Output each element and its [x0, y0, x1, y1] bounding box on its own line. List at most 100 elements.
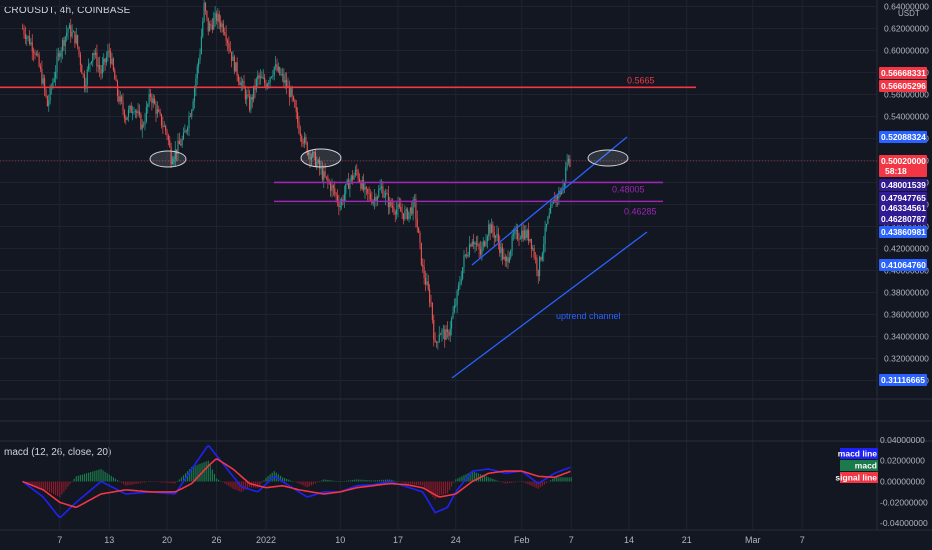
candle [181, 135, 183, 149]
macd-histogram-bar [193, 466, 195, 482]
candle [368, 186, 370, 202]
macd-histogram-bar [110, 475, 112, 482]
macd-histogram-bar [57, 481, 59, 497]
macd-histogram-bar [453, 481, 455, 483]
macd-histogram-bar [552, 478, 554, 482]
candle [262, 69, 264, 80]
candle [382, 180, 384, 199]
macd-histogram-bar [170, 481, 172, 484]
macd-histogram-bar [438, 481, 440, 496]
candle [412, 196, 414, 221]
candle [257, 70, 259, 87]
candle [156, 101, 158, 118]
macd-histogram-bar [475, 472, 477, 482]
candle [269, 76, 271, 89]
price-axis-label: 0.46334561 [879, 202, 927, 214]
candle [468, 235, 471, 258]
highlight-ellipse-3 [587, 149, 629, 167]
horizontal-level-2: 0.48005 [274, 181, 663, 194]
candle [475, 236, 477, 251]
macd-histogram-bar [88, 472, 90, 482]
macd-histogram-bar [360, 479, 362, 482]
candle [459, 275, 461, 290]
candle [57, 47, 59, 62]
macd-histogram-bar [358, 479, 360, 482]
candle [231, 51, 233, 68]
macd-indicator-title[interactable]: macd (12, 26, close, 20) [4, 447, 112, 458]
candle [134, 109, 136, 119]
candle [198, 57, 200, 74]
candle [500, 242, 502, 261]
candle [222, 19, 224, 36]
candle [437, 341, 439, 350]
price-tick: 0.36000000 [884, 310, 929, 320]
candle [100, 65, 102, 80]
macd-histogram-bar [424, 481, 426, 488]
candle [420, 242, 422, 267]
macd-histogram-bar [314, 481, 317, 484]
macd-histogram-bar [257, 481, 259, 488]
macd-histogram-bar [94, 470, 96, 482]
candle [338, 194, 340, 216]
candle [455, 298, 457, 308]
highlight-ellipse-2 [300, 148, 342, 168]
candle [510, 249, 512, 260]
macd-histogram-bar [236, 481, 238, 491]
svg-text:signal line: signal line [835, 473, 877, 483]
candle [169, 135, 171, 148]
macd-histogram-bar [147, 481, 150, 482]
candle [24, 26, 26, 45]
candle [457, 281, 460, 296]
candle [544, 220, 546, 253]
candle [440, 332, 442, 336]
macd-histogram-bar [197, 464, 199, 482]
candle [429, 284, 431, 308]
candle [105, 51, 108, 66]
time-tick: 10 [335, 535, 345, 545]
level-label: 0.5665 [627, 75, 655, 85]
candle [401, 203, 403, 220]
macd-histogram-bar [461, 476, 463, 482]
candle [250, 93, 252, 114]
candle [396, 202, 398, 220]
macd-histogram-bar [67, 481, 69, 487]
macd-histogram-bar [28, 481, 30, 484]
macd-histogram-bar [564, 477, 566, 482]
time-tick: 7 [569, 535, 574, 545]
candle [184, 124, 186, 133]
macd-histogram-bar [376, 480, 378, 482]
candle [71, 24, 73, 39]
candle [415, 193, 417, 228]
macd-histogram-bar [213, 473, 216, 482]
macd-histogram-bar [352, 479, 354, 482]
macd-histogram-bar [71, 481, 73, 482]
macd-histogram-bar [393, 480, 395, 482]
macd-histogram-bar [356, 479, 358, 482]
candle [515, 223, 517, 240]
svg-text:0.31116665: 0.31116665 [881, 375, 925, 385]
macd-histogram-bar [232, 481, 234, 489]
macd-histogram-bar [389, 479, 391, 482]
candle [215, 10, 218, 25]
candle [147, 103, 149, 114]
candle [127, 105, 130, 122]
candle [259, 69, 262, 85]
macd-histogram-bar [141, 481, 143, 483]
macd-legend-item: macd [840, 460, 878, 471]
candle [371, 191, 373, 206]
macd-histogram-bar [368, 480, 370, 482]
macd-histogram-bar [207, 460, 209, 482]
time-tick: Feb [514, 535, 530, 545]
candle [492, 221, 494, 238]
candle [407, 207, 409, 221]
candle [302, 138, 304, 148]
candle [479, 240, 482, 258]
candle [275, 55, 277, 71]
candle [272, 69, 274, 80]
candle [166, 128, 168, 141]
macd-histogram-bar [428, 481, 430, 493]
candle [28, 30, 31, 46]
macd-histogram-bar [106, 473, 108, 482]
macd-histogram-bar [61, 481, 63, 495]
